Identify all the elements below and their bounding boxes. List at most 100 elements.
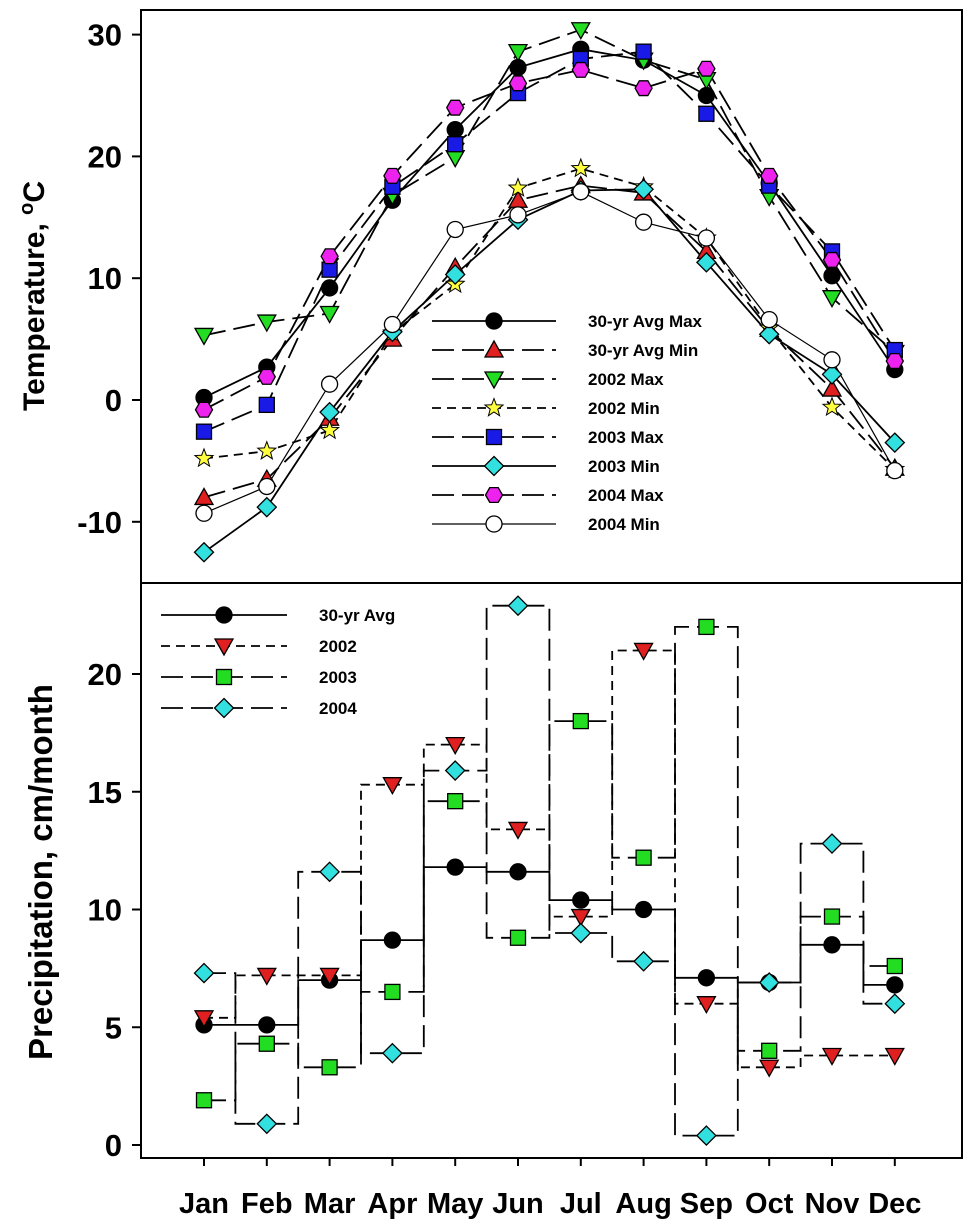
data-point-2003-max-mar [321,261,338,278]
data-point-2004-min-jul [572,183,590,201]
series-2004-min [203,191,896,514]
data-point-30-yr-avg-feb [258,1016,276,1034]
series-2002-max [203,28,896,354]
data-point-2004-jul [570,922,592,944]
data-point-30-yr-avg-may [446,858,464,876]
series-line-2003-min [203,188,896,554]
data-point-2003-max-may [447,136,464,153]
data-point-2002-jan [193,1010,215,1029]
data-point-2002-max-nov [821,290,843,309]
data-point-2004-apr [381,1042,403,1064]
series-markers-2003 [195,618,903,1109]
data-point-2003-min-mar [319,401,341,423]
data-point-2004-mar [319,861,341,883]
temperature-panel: 30 20 10 0 -10 Temperature, oC 30-yr Avg Max… [16,9,963,584]
legend-marker [485,515,503,533]
x-tick-label: Aug [615,1188,671,1220]
data-point-2002-max-jul [570,22,591,41]
legend-marker [483,397,505,417]
data-point-2002-min-nov [821,396,843,417]
data-point-2002-oct [759,1059,780,1078]
data-point-2004-max-sep [697,60,716,77]
data-point-30-yr-avg-nov [823,936,841,954]
data-point-2004-jan [193,962,215,984]
data-point-2004-max-dec [885,353,905,370]
series-markers-2002-max [193,22,905,363]
y-tick-label: 0 [105,383,122,418]
data-point-2003-aug [635,849,652,866]
series-markers-2004 [193,595,906,1146]
data-point-2003-min-dec [884,432,906,454]
data-point-2003-oct [761,1042,778,1059]
legend-entry-2004: 2004 [161,697,357,719]
legend-label: 2004 Min [588,515,660,534]
series-2004 [204,604,895,1137]
precipitation-plot-frame [140,582,963,1159]
series-line-2004-max [203,67,896,411]
legend-marker [483,339,505,358]
legend-label: 30-yr Avg Min [588,341,698,360]
data-point-30-yr-avg-max-may [446,120,464,139]
y-tick-label: -10 [77,505,122,540]
data-point-2004-min-apr [383,315,402,334]
series-line-2002-min [203,167,896,471]
y-tick-label: 20 [88,139,122,174]
y-tick-label: 0 [105,1128,122,1163]
temperature-y-axis: 30 20 10 0 -10 [77,18,141,540]
x-tick-label: Oct [745,1188,794,1220]
data-point-2003-nov [823,908,841,925]
data-point-2003-feb [258,1035,275,1052]
series-30-yr-avg-max [203,48,896,399]
legend-marker [485,428,503,446]
y-tick-label: 5 [105,1010,122,1045]
legend-entry-30-yr-avg-max: 30-yr Avg Max [432,312,703,331]
data-point-2002-feb [256,967,277,986]
legend-entry-2003: 2003 [161,668,357,687]
legend-label: 2003 [319,668,357,687]
data-point-2004-dec [884,993,906,1015]
legend-label: 30-yr Avg [319,606,395,625]
data-point-2002-apr [382,777,403,796]
legend-marker [485,312,503,330]
data-point-2003-min-feb [256,496,278,518]
temperature-y-axis-title: Temperature, oC [16,181,51,411]
legend-marker [215,668,233,686]
data-point-2003-max-sep [698,105,715,122]
data-point-30-yr-avg-max-mar [320,279,339,297]
data-point-30-yr-avg-dec [886,976,904,994]
series-2004-max [203,67,896,411]
precipitation-y-axis-title: Precipitation, cm/month [22,684,59,1060]
data-point-2004-sep [695,1125,717,1146]
data-point-2004-nov [821,833,843,854]
data-point-2003-jul [572,712,589,730]
month-x-axis: Jan Feb Mar Apr May Jun Jul Aug Sep Oct Nov Dec [179,1158,921,1220]
data-point-2004-min-jun [509,206,527,224]
data-point-2002-aug [633,642,654,661]
precipitation-panel: 20 15 10 5 0 Precipitation, cm/month 30-yr A… [22,582,963,1220]
series-markers-2002 [193,642,905,1078]
series-step-line-2004 [204,604,895,1137]
y-tick-label: 10 [88,261,122,296]
temperature-series-layer [193,22,906,563]
series-line-30-yr-avg-min [203,184,896,499]
x-tick-label: May [427,1188,483,1220]
data-point-30-yr-avg-min-jan [193,487,215,506]
temperature-legend: 30-yr Avg Max 30-yr Avg Min 2002 Max 2002 M… [432,312,703,534]
data-point-2003-jun [509,929,527,946]
data-point-2002-min-jul [570,157,592,178]
legend-label: 2002 Min [588,399,660,418]
data-point-2004-max-may [445,99,465,116]
precipitation-legend: 30-yr Avg 2002 2003 2004 [161,606,395,719]
legend-entry-2002-max: 2002 Max [432,370,664,390]
data-point-2002-jun [507,821,529,840]
data-point-2004-min-nov [823,351,841,369]
legend-marker [213,697,235,719]
data-point-2004-min-sep [697,229,716,247]
y-tick-label: 10 [88,893,122,928]
legend-entry-2004-max: 2004 Max [432,486,664,505]
legend-entry-2003-min: 2003 Min [432,455,660,477]
data-point-2002-min-jun [507,177,529,197]
legend-marker [483,455,505,477]
data-point-2004-min-jan [195,504,213,522]
data-point-2003-min-nov [821,364,843,385]
